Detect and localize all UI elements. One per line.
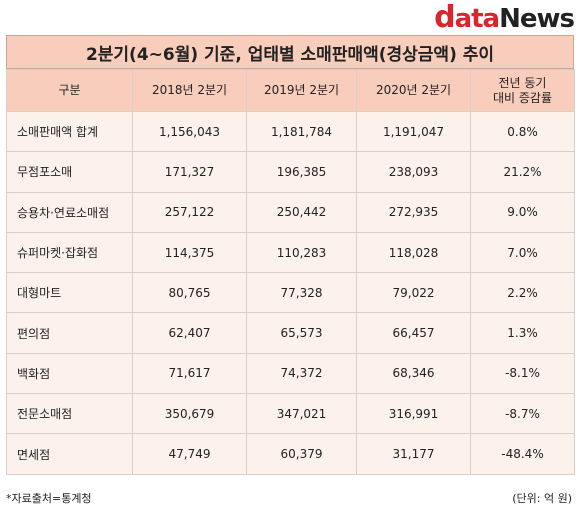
table-row: 면세점 47,749 60,379 31,177 -48.4% xyxy=(6,433,575,475)
cell-change: -8.7% xyxy=(470,393,575,435)
header-2019q2: 2019년 2분기 xyxy=(246,69,357,112)
cell-change: 21.2% xyxy=(470,151,575,193)
cell-2018: 1,156,043 xyxy=(132,110,247,153)
header-2018q2: 2018년 2분기 xyxy=(132,69,247,112)
cell-2020: 316,991 xyxy=(356,393,471,435)
header-category: 구분 xyxy=(6,69,133,112)
cell-2018: 47,749 xyxy=(132,433,247,475)
table-row: 소매판매액 합계 1,156,043 1,181,784 1,191,047 0… xyxy=(6,110,575,153)
cell-2018: 171,327 xyxy=(132,151,247,193)
cell-2019: 60,379 xyxy=(246,433,357,475)
cell-2018: 257,122 xyxy=(132,191,247,233)
table-row: 편의점 62,407 65,573 66,457 1.3% xyxy=(6,312,575,354)
cell-2020: 118,028 xyxy=(356,231,471,274)
cell-2018: 71,617 xyxy=(132,352,247,395)
cell-2019: 74,372 xyxy=(246,352,357,395)
cell-2020: 31,177 xyxy=(356,433,471,475)
cell-change: -8.1% xyxy=(470,352,575,395)
table-row: 대형마트 80,765 77,328 79,022 2.2% xyxy=(6,272,575,314)
row-category: 무점포소매 xyxy=(6,151,133,193)
header-yoy-line2: 대비 증감률 xyxy=(492,90,552,105)
table-row: 전문소매점 350,679 347,021 316,991 -8.7% xyxy=(6,393,575,435)
cell-2020: 68,346 xyxy=(356,352,471,395)
cell-change: -48.4% xyxy=(470,433,575,475)
header-yoy-change: 전년 동기 대비 증감률 xyxy=(470,69,575,112)
table-footer: *자료출처=통계청 (단위: 억 원) xyxy=(6,490,572,506)
cell-2019: 250,442 xyxy=(246,191,357,233)
cell-2019: 110,283 xyxy=(246,231,357,274)
table-row: 승용차·연료소매점 257,122 250,442 272,935 9.0% xyxy=(6,191,575,233)
unit-note: (단위: 억 원) xyxy=(512,492,572,505)
logo-letter-d: d xyxy=(434,0,456,35)
logo-text-ata: ata xyxy=(454,4,501,34)
table-row: 백화점 71,617 74,372 68,346 -8.1% xyxy=(6,352,575,395)
cell-2020: 1,191,047 xyxy=(356,110,471,153)
row-category: 소매판매액 합계 xyxy=(6,110,133,153)
cell-2020: 79,022 xyxy=(356,272,471,314)
cell-change: 9.0% xyxy=(470,191,575,233)
row-category: 대형마트 xyxy=(6,272,133,314)
table-header-row: 구분 2018년 2분기 2019년 2분기 2020년 2분기 전년 동기 대… xyxy=(6,69,575,112)
sales-table: 구분 2018년 2분기 2019년 2분기 2020년 2분기 전년 동기 대… xyxy=(6,69,575,475)
cell-2018: 350,679 xyxy=(132,393,247,435)
cell-change: 7.0% xyxy=(470,231,575,274)
cell-2019: 65,573 xyxy=(246,312,357,354)
header-2020q2: 2020년 2분기 xyxy=(356,69,471,112)
cell-2020: 272,935 xyxy=(356,191,471,233)
cell-2018: 114,375 xyxy=(132,231,247,274)
cell-change: 2.2% xyxy=(470,272,575,314)
row-category: 면세점 xyxy=(6,433,133,475)
row-category: 편의점 xyxy=(6,312,133,354)
logo-text-news: News xyxy=(499,4,575,34)
table-title: 2분기(4~6월) 기준, 업태별 소매판매액(경상금액) 추이 xyxy=(6,35,574,69)
cell-change: 1.3% xyxy=(470,312,575,354)
cell-2019: 1,181,784 xyxy=(246,110,357,153)
sales-table-container: 2분기(4~6월) 기준, 업태별 소매판매액(경상금액) 추이 구분 2018… xyxy=(6,35,575,475)
row-category: 전문소매점 xyxy=(6,393,133,435)
row-category: 백화점 xyxy=(6,352,133,395)
cell-2019: 196,385 xyxy=(246,151,357,193)
cell-2018: 80,765 xyxy=(132,272,247,314)
cell-2020: 238,093 xyxy=(356,151,471,193)
cell-change: 0.8% xyxy=(470,110,575,153)
row-category: 승용차·연료소매점 xyxy=(6,191,133,233)
cell-2018: 62,407 xyxy=(132,312,247,354)
datanews-logo: d ata News xyxy=(434,0,575,35)
source-note: *자료출처=통계청 xyxy=(6,492,92,505)
cell-2019: 347,021 xyxy=(246,393,357,435)
cell-2020: 66,457 xyxy=(356,312,471,354)
header-yoy-line1: 전년 동기 xyxy=(498,75,547,90)
cell-2019: 77,328 xyxy=(246,272,357,314)
row-category: 슈퍼마켓·잡화점 xyxy=(6,231,133,274)
table-row: 무점포소매 171,327 196,385 238,093 21.2% xyxy=(6,151,575,193)
table-row: 슈퍼마켓·잡화점 114,375 110,283 118,028 7.0% xyxy=(6,231,575,274)
